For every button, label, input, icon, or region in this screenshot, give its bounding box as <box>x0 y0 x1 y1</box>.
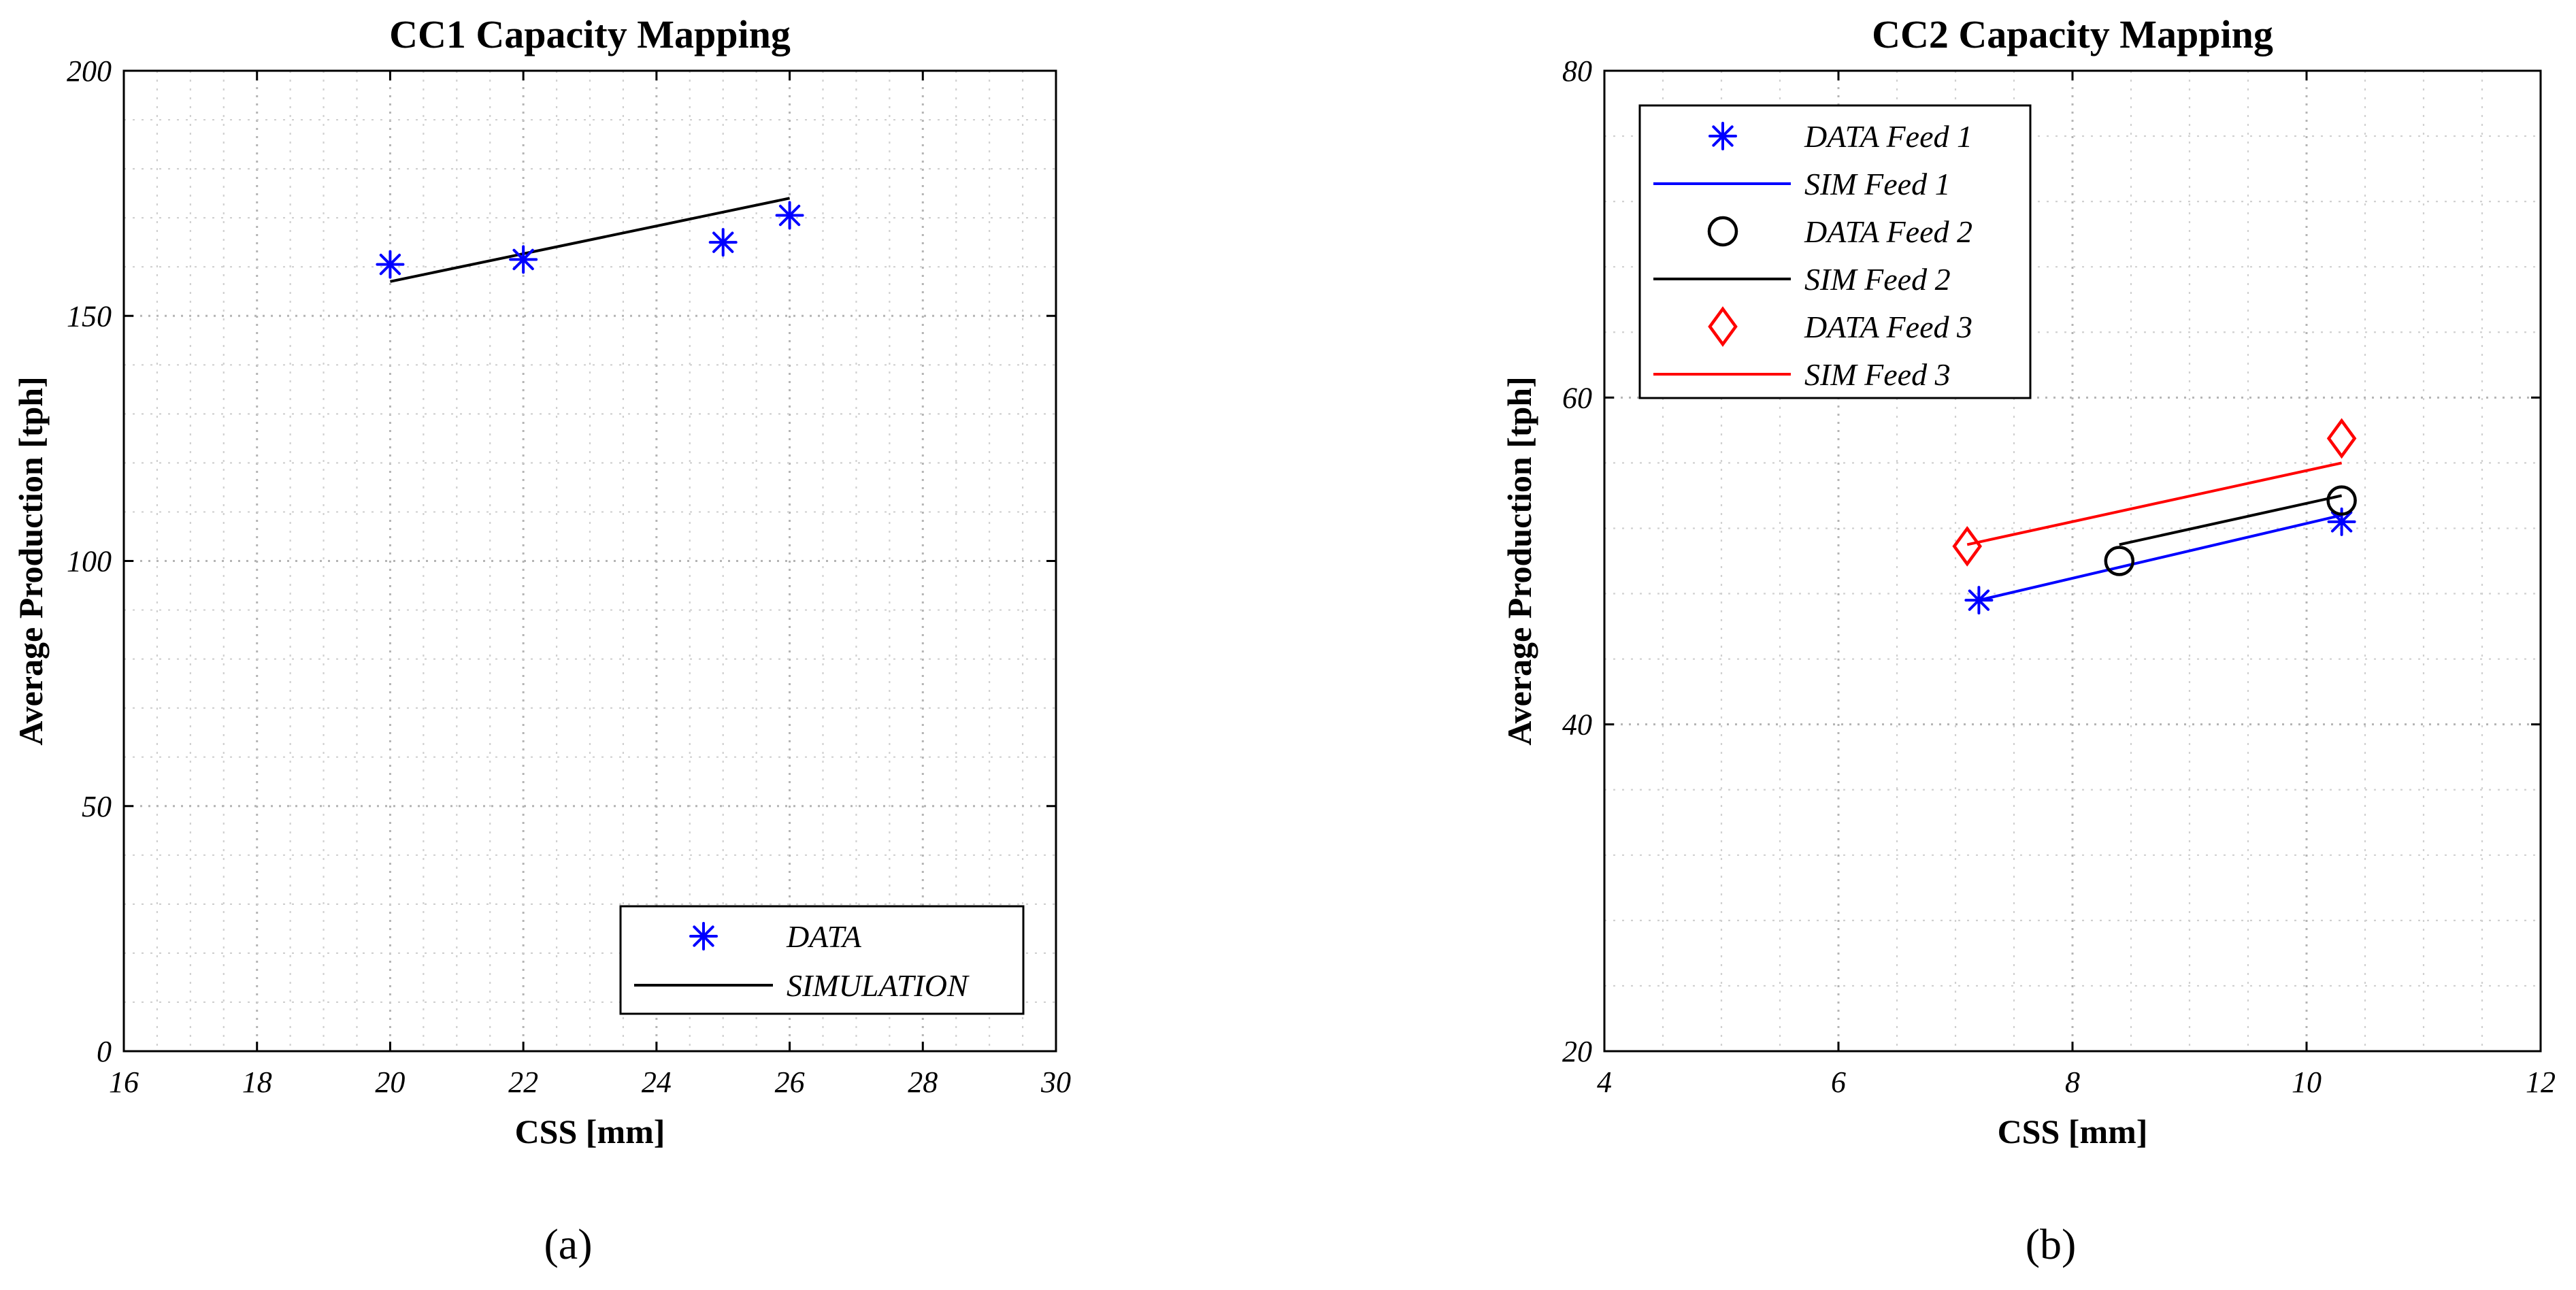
cc2-y-axis-label: Average Production [tph] <box>1500 376 1538 746</box>
cc1-title: CC1 Capacity Mapping <box>389 12 791 56</box>
x-tick-label: 22 <box>508 1065 538 1099</box>
legend-box <box>1638 104 2032 399</box>
series-line-sim-feed-2 <box>2119 494 2343 546</box>
y-tick-label: 80 <box>1562 54 1592 88</box>
y-tick-label: 0 <box>97 1035 112 1068</box>
y-tick-label: 100 <box>67 545 112 578</box>
y-tick-label: 60 <box>1562 381 1592 414</box>
x-tick-label: 10 <box>2292 1065 2322 1099</box>
cc1-grid <box>122 69 1057 1053</box>
y-tick-label: 50 <box>82 790 112 823</box>
x-tick-label: 20 <box>375 1065 405 1099</box>
legend-label-simulation: SIMULATION <box>787 968 970 1003</box>
legend-label-sim-feed-1: SIM Feed 1 <box>1804 167 1951 201</box>
data-point-data-feed-3 <box>1952 526 1982 567</box>
legend-label-data-feed-3: DATA Feed 3 <box>1804 310 1972 344</box>
y-tick-label: 150 <box>67 299 112 333</box>
x-tick-label: 4 <box>1597 1065 1612 1099</box>
legend-marker-data-feed-1 <box>1708 122 1737 150</box>
x-tick-label: 18 <box>242 1065 272 1099</box>
series-line-sim-feed-3 <box>1966 461 2343 546</box>
data-point-data-feed-1 <box>1964 586 1994 615</box>
x-tick-label: 28 <box>908 1065 938 1099</box>
cc1-y-axis-label: Average Production [tph] <box>12 376 50 746</box>
y-tick-label: 20 <box>1562 1035 1592 1068</box>
legend-marker-data-feed-2 <box>1707 216 1738 247</box>
x-tick-label: 30 <box>1040 1065 1071 1099</box>
series-line-sim-feed-1 <box>1978 514 2343 602</box>
cc1-legend: DATA SIMULATION <box>619 905 1025 1015</box>
chart-cc2: 4 6 8 10 12 20 40 60 80 CC2 Capacity Mapping CSS… <box>1500 12 2556 1268</box>
legend-marker-data <box>689 922 718 950</box>
cc1-series <box>376 197 804 283</box>
data-point-data-feed-2 <box>2326 485 2357 516</box>
cc2-x-axis-label: CSS [mm] <box>1998 1112 2148 1151</box>
x-tick-label: 12 <box>2526 1065 2556 1099</box>
x-tick-label: 6 <box>1831 1065 1846 1099</box>
cc1-x-axis-label: CSS [mm] <box>515 1112 665 1151</box>
data-point-data <box>509 245 538 274</box>
legend-label-sim-feed-2: SIM Feed 2 <box>1804 262 1951 297</box>
legend-marker-data-feed-3 <box>1708 306 1738 347</box>
legend-label-data-feed-2: DATA Feed 2 <box>1804 214 1972 249</box>
legend-label-data-feed-1: DATA Feed 1 <box>1804 119 1972 154</box>
x-tick-label: 24 <box>642 1065 672 1099</box>
legend-label-data: DATA <box>786 919 862 954</box>
data-point-data-feed-3 <box>2326 418 2357 459</box>
data-point-data-feed-2 <box>2104 546 2135 576</box>
series-line-simulation <box>390 197 790 283</box>
cc2-series <box>1952 418 2357 615</box>
caption-b: (b) <box>2026 1220 2077 1268</box>
legend-label-sim-feed-3: SIM Feed 3 <box>1804 357 1951 392</box>
cc1-ticks: 16 18 20 22 24 26 28 30 0 50 100 150 200 <box>67 54 1071 1099</box>
cc2-title: CC2 Capacity Mapping <box>1872 12 2273 56</box>
legend-box <box>619 905 1025 1015</box>
cc2-legend: DATA Feed 1 SIM Feed 1 DATA Feed 2 SIM Feed… <box>1638 104 2032 399</box>
y-tick-label: 200 <box>67 54 112 88</box>
x-tick-label: 16 <box>109 1065 139 1099</box>
data-point-data <box>708 228 738 257</box>
y-tick-label: 40 <box>1562 708 1592 742</box>
x-tick-label: 26 <box>775 1065 805 1099</box>
data-point-data <box>775 201 804 230</box>
caption-a: (a) <box>544 1220 592 1268</box>
x-tick-label: 8 <box>2065 1065 2080 1099</box>
chart-cc1: 16 18 20 22 24 26 28 30 0 50 100 150 200 CC1 Capacit… <box>12 12 1071 1268</box>
cc2-ticks: 4 6 8 10 12 20 40 60 80 <box>1562 54 2556 1099</box>
data-point-data-feed-1 <box>2327 507 2356 536</box>
data-point-data <box>376 250 405 279</box>
